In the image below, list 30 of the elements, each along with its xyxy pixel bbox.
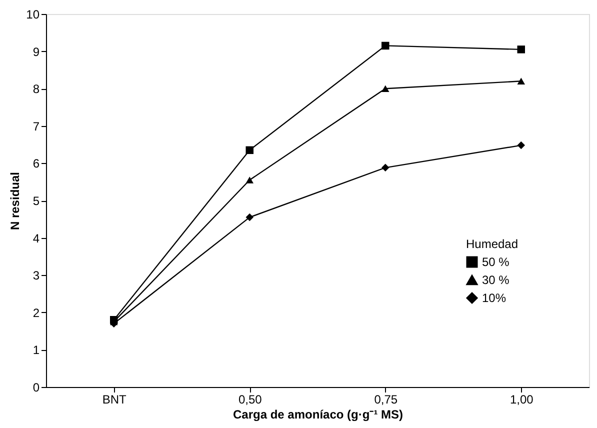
point bbox=[382, 42, 390, 50]
point bbox=[246, 213, 254, 222]
point bbox=[517, 46, 525, 54]
y-tick-label: 9 bbox=[32, 44, 40, 59]
y-tick-label: 7 bbox=[32, 119, 40, 134]
y-tick-label: 4 bbox=[32, 231, 40, 246]
x-tick-label: 0,75 bbox=[374, 392, 398, 406]
y-tick-label: 10 bbox=[26, 8, 40, 22]
legend-title: Humedad bbox=[466, 237, 518, 251]
x-tick-label: 1,00 bbox=[510, 392, 534, 406]
legend-label: 10% bbox=[482, 291, 506, 305]
y-tick-label: 1 bbox=[32, 343, 40, 358]
legend-label: 30 % bbox=[482, 273, 510, 287]
point bbox=[517, 78, 525, 84]
point bbox=[246, 146, 254, 154]
point bbox=[382, 164, 390, 172]
x-axis-title: Carga de amoníaco (g·g⁻¹ MS) bbox=[232, 408, 404, 422]
point bbox=[517, 141, 525, 150]
y-tick-label: 6 bbox=[32, 156, 40, 171]
x-tick-label: BNT bbox=[102, 392, 128, 406]
point bbox=[382, 85, 390, 92]
point bbox=[246, 176, 254, 184]
x-tick-label: 0,50 bbox=[238, 392, 262, 406]
y-tick-label: 0 bbox=[32, 380, 40, 394]
y-tick-label: 2 bbox=[32, 306, 40, 320]
y-axis-title: N residual bbox=[8, 172, 22, 230]
y-tick-label: 3 bbox=[32, 268, 40, 283]
y-tick-label: 8 bbox=[32, 82, 40, 96]
legend-label: 50 % bbox=[482, 255, 510, 269]
y-tick-label: 5 bbox=[32, 194, 40, 208]
